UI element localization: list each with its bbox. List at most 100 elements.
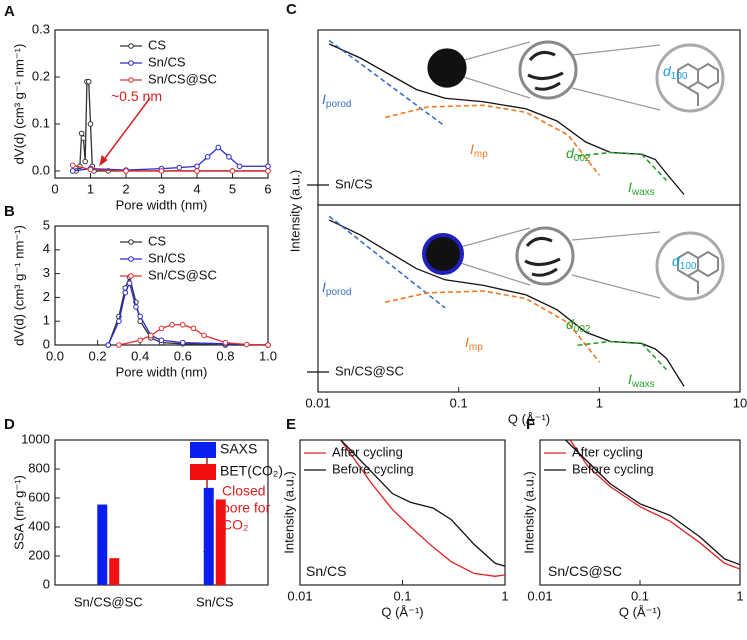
point: [201, 332, 207, 339]
point: [176, 164, 183, 171]
annotation: Iwaxs: [628, 371, 655, 390]
point: [265, 342, 271, 348]
annotation-text: I: [470, 141, 474, 157]
line: [577, 340, 668, 371]
legend-label: SAXS: [220, 441, 257, 457]
bar: [109, 558, 120, 585]
legend-label: Sn/CS: [148, 54, 186, 69]
y-tick-label: 3: [43, 265, 50, 280]
legend-marker: [128, 256, 134, 262]
legend-label: Sn/CS@SC: [148, 71, 217, 86]
x-tick-label: 6: [264, 181, 271, 196]
legend-label: After cycling: [332, 444, 403, 459]
point: [180, 321, 186, 328]
annotation: Imp: [465, 334, 483, 353]
annotation-text: I: [628, 179, 632, 195]
x-tick-label: 1: [596, 395, 603, 410]
illustration: [422, 40, 725, 301]
annotation: ~0.5 nm: [111, 88, 162, 104]
x-tick-label: 1: [87, 181, 94, 196]
point: [236, 163, 243, 170]
line: [569, 439, 741, 570]
legend-marker: [128, 60, 134, 66]
line: [565, 439, 741, 566]
panel: F 0.01 0.1 1 Q (Å⁻¹) Intensity (a.u.) After cy…: [521, 416, 743, 619]
annotation-sub: 002: [574, 153, 591, 164]
x-tick-label: 4: [193, 181, 200, 196]
y-tick-label: 2: [43, 289, 50, 304]
annotation-text: Sn/CS@SC: [548, 563, 622, 579]
point: [126, 280, 133, 286]
x-axis-label: Q (Å⁻¹): [508, 411, 550, 426]
annotation: pore for: [222, 500, 271, 516]
point: [133, 304, 139, 310]
annotation-text: I: [628, 371, 632, 387]
point: [222, 339, 229, 346]
line: [384, 104, 600, 176]
annotation-sub: 100: [680, 261, 697, 272]
panel-label: A: [4, 3, 15, 20]
point: [69, 168, 76, 174]
y-tick-label: 5: [43, 217, 50, 232]
line: [107, 281, 269, 346]
legend-marker: [128, 77, 134, 83]
point: [194, 163, 200, 170]
legend-label: CS: [148, 37, 166, 52]
point: [158, 337, 165, 344]
legend-label: CS: [148, 233, 166, 248]
panel: A 0 1 2 3 4 5 6 0.0 0.1 0.2 0.3 Pore width (nm) dV(d)…: [4, 3, 272, 212]
point: [158, 168, 165, 174]
annotation: d100: [672, 253, 697, 272]
y-axis-label: Intensity (a.u.): [521, 471, 536, 553]
annotation-text: d: [566, 145, 575, 161]
legend-label: Sn/CS@SC: [335, 363, 404, 378]
legend-swatch: [190, 442, 216, 458]
point: [82, 158, 88, 165]
annotation: Iwaxs: [628, 179, 655, 198]
point: [215, 144, 222, 151]
bar: [97, 504, 108, 585]
annotation: d002: [566, 316, 591, 335]
panel: D 0 200 400 600 800 1000 SSA (m² g⁻¹) Sn/CS@SC Sn…: [4, 416, 283, 609]
x-tick-label: 1.0: [259, 348, 277, 363]
point: [87, 166, 94, 173]
x-tick-label: 0.8: [216, 348, 234, 363]
x-tick-label: 2: [122, 181, 129, 196]
point: [169, 321, 175, 328]
point: [265, 163, 271, 170]
y-axis-label: SSA (m² g⁻¹): [11, 475, 26, 550]
point: [69, 162, 76, 169]
annotation-sub: waxs: [631, 187, 655, 198]
annotation: Imp: [470, 141, 488, 160]
x-tick-label: 0.4: [131, 348, 149, 363]
annotation: d100: [663, 63, 688, 82]
point: [78, 130, 85, 137]
point: [194, 168, 200, 174]
point: [148, 332, 154, 339]
line: [340, 439, 506, 567]
annotation-sub: mp: [474, 149, 488, 160]
x-tick-label: 0.1: [393, 588, 411, 603]
y-axis-label: dV(d) (cm³ g⁻¹ nm⁻¹): [11, 225, 26, 346]
y-tick-label: 4: [43, 241, 50, 256]
y-tick-label: 600: [28, 489, 50, 504]
legend-label: Sn/CS: [335, 176, 373, 191]
annotation-text: I: [322, 279, 326, 295]
point: [137, 337, 143, 344]
x-axis-label: Pore width (nm): [116, 364, 208, 379]
bar: [215, 499, 226, 585]
x-tick-label: 3: [158, 181, 165, 196]
point: [116, 318, 122, 325]
point: [80, 135, 87, 141]
point: [85, 78, 92, 85]
annotation-sub: porod: [326, 287, 352, 298]
annotation-sub: 002: [574, 324, 591, 335]
point: [226, 154, 232, 160]
x-tick-label: 0.01: [527, 588, 552, 603]
y-tick-label: 0.1: [32, 115, 50, 130]
line: [577, 151, 668, 182]
annotation-text: d: [672, 253, 681, 269]
x-tick-label: 5: [229, 181, 236, 196]
y-tick-label: 1000: [21, 431, 50, 446]
